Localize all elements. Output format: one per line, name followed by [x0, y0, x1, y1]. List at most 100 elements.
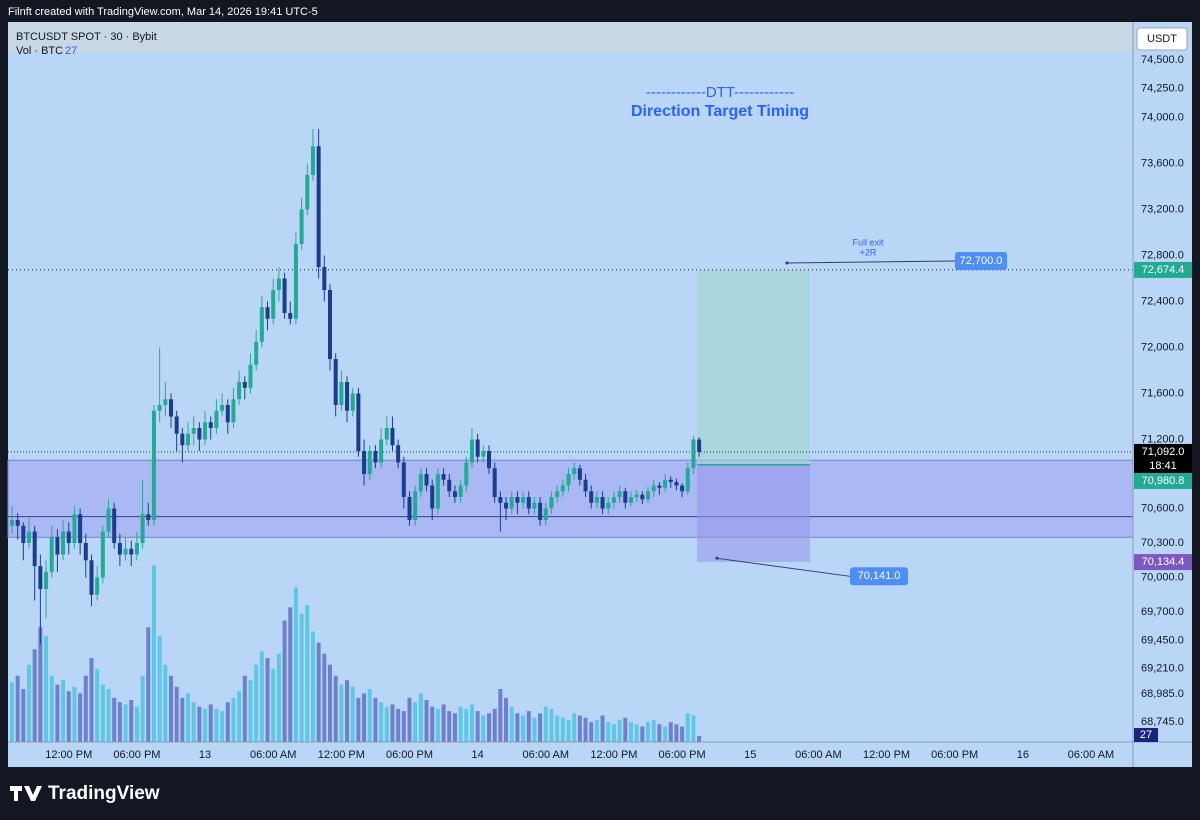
candle-body: [316, 146, 321, 267]
candle-body: [15, 520, 20, 526]
candle-body: [407, 497, 412, 521]
volume-bar: [220, 711, 225, 742]
volume-bar: [424, 700, 429, 742]
candle-body: [237, 382, 242, 400]
legend-strip: [8, 22, 1133, 52]
x-tick-label: 06:00 AM: [523, 749, 569, 761]
x-tick-label: 06:00 PM: [931, 749, 978, 761]
candle-body: [27, 531, 32, 544]
callout-label: 72,700.0: [960, 255, 1003, 267]
x-tick-label: 12:00 PM: [863, 749, 910, 761]
x-tick-label: 16: [1017, 749, 1029, 761]
candle-body: [100, 531, 105, 578]
logo-icon: [10, 786, 42, 801]
candle-body: [293, 243, 298, 319]
candle-body: [259, 307, 264, 342]
volume-bar: [691, 715, 696, 742]
volume-bar: [259, 651, 264, 742]
candle-body: [623, 491, 628, 503]
target-badge-label: 72,674.4: [1142, 264, 1185, 276]
candle-body: [583, 479, 588, 492]
volume-bar: [174, 686, 179, 742]
profit-zone: [697, 269, 810, 465]
volume-bar: [248, 680, 253, 742]
y-tick-label: 74,000.0: [1141, 111, 1184, 123]
volume-bar: [401, 711, 406, 742]
volume-bar: [322, 653, 327, 742]
candle-body: [220, 405, 225, 411]
candle-body: [600, 497, 605, 509]
x-tick-label: 13: [199, 749, 211, 761]
candle-body: [430, 485, 435, 509]
volume-bar: [651, 719, 656, 742]
candle-body: [498, 497, 503, 503]
volume-bar: [55, 684, 60, 742]
candle-body: [572, 468, 577, 475]
volume-bar: [123, 704, 128, 742]
x-tick-label: 12:00 PM: [590, 749, 637, 761]
candle-body: [697, 439, 702, 452]
volume-bar: [282, 620, 287, 742]
volume-bar: [129, 700, 134, 742]
volume-bar: [362, 693, 367, 742]
candle-body: [271, 289, 276, 319]
volume-bar: [134, 706, 139, 742]
candle-body: [441, 474, 446, 480]
volume-bar: [146, 627, 151, 742]
volume-bar: [237, 691, 242, 742]
zone: [7, 459, 1134, 538]
volume-bar: [339, 684, 344, 742]
volume-bar: [487, 713, 492, 742]
candle-body: [640, 494, 645, 500]
candle-body: [356, 393, 361, 452]
volume-bar: [538, 713, 543, 742]
candle-body: [651, 485, 656, 492]
candle-body: [89, 560, 94, 595]
candle-body: [617, 491, 622, 498]
x-tick-label: 06:00 AM: [795, 749, 841, 761]
volume-bar: [549, 708, 554, 742]
candle-body: [447, 479, 452, 492]
volume-legend: Vol · BTC: [16, 45, 63, 57]
volume-bar: [327, 664, 332, 742]
volume-bar: [475, 711, 480, 742]
volume-bar: [254, 664, 259, 742]
y-tick-label: 70,300.0: [1141, 537, 1184, 549]
last-price-badge: [1134, 443, 1192, 460]
volume-bar: [78, 693, 83, 742]
countdown-badge-label: 18:41: [1149, 460, 1177, 472]
volume-bar: [27, 664, 32, 742]
volume-bar: [379, 702, 384, 742]
y-tick-label: 69,450.0: [1141, 635, 1184, 647]
candle-body: [560, 485, 565, 492]
volume-bar: [112, 697, 117, 742]
candle-body: [504, 502, 509, 509]
volume-bar: [509, 706, 514, 742]
stop-badge: [1134, 554, 1192, 571]
volume-bar: [577, 715, 582, 742]
volume-bar: [44, 635, 49, 742]
stop-badge-label: 70,134.4: [1142, 556, 1185, 568]
volume-bar: [532, 717, 537, 742]
volume-bar: [117, 702, 122, 742]
candle-body: [32, 531, 37, 567]
candle-body: [208, 422, 213, 429]
volume-bar: [600, 715, 605, 742]
candle-body: [146, 514, 151, 521]
target-badge: [1134, 261, 1192, 278]
y-tick-label: 72,400.0: [1141, 295, 1184, 307]
candle-body: [606, 502, 611, 509]
candle-body: [577, 468, 582, 480]
y-tick-label: 74,500.0: [1141, 54, 1184, 66]
candle-body: [509, 497, 514, 509]
currency-box[interactable]: [1136, 27, 1188, 51]
countdown-badge: [1134, 457, 1192, 474]
volume-bar: [572, 713, 577, 742]
candle-body: [38, 566, 43, 590]
candle-body: [191, 428, 196, 434]
candle-body: [151, 410, 156, 521]
candle-body: [276, 278, 281, 290]
y-tick-label: 74,250.0: [1141, 83, 1184, 95]
